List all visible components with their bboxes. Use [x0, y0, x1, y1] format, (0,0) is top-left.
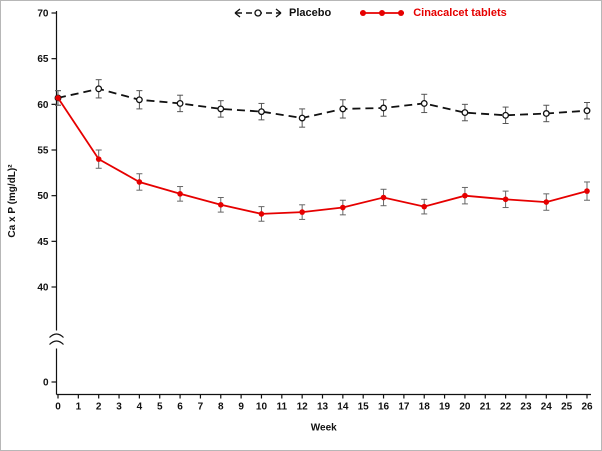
y-tick-label: 55: [37, 146, 49, 157]
cinacalcet-line-sample-icon: [360, 10, 405, 16]
x-tick-label: 1: [76, 402, 82, 413]
legend-label-placebo: Placebo: [289, 7, 332, 19]
open-circle-marker: [176, 99, 184, 107]
placebo-series-line: [57, 87, 588, 119]
y-tick-label: 65: [37, 54, 49, 65]
x-tick-label: 18: [419, 402, 431, 413]
y-tick-label: 40: [37, 283, 49, 294]
filled-circle-marker: [258, 211, 265, 217]
x-tick-label: 14: [337, 402, 349, 413]
x-tick-label: 13: [317, 402, 329, 413]
x-tick-label: 3: [116, 402, 122, 413]
filled-circle-marker: [136, 179, 143, 185]
open-circle-marker: [542, 110, 550, 117]
x-tick-label: 24: [541, 402, 553, 413]
open-circle-marker: [135, 96, 143, 104]
x-axis-title: Week: [311, 423, 337, 434]
x-tick-label: 7: [198, 402, 204, 413]
filled-circle-marker: [340, 204, 346, 211]
x-tick-label: 5: [157, 402, 163, 413]
x-tick-label: 16: [378, 402, 390, 413]
open-circle-marker: [95, 85, 103, 93]
x-tick-label: 2: [96, 402, 102, 413]
y-axis-title: Ca x P (mg/dL)²: [7, 164, 18, 238]
open-circle-marker: [420, 99, 428, 107]
filled-circle-marker: [502, 196, 509, 203]
x-tick-label: 22: [500, 402, 512, 413]
filled-circle-marker: [95, 156, 102, 162]
open-circle-marker: [502, 111, 510, 119]
filled-circle-marker: [177, 191, 183, 197]
filled-circle-marker: [299, 209, 305, 215]
x-tick-label: 12: [297, 402, 309, 413]
x-tick-label: 20: [459, 402, 471, 413]
legend-label-cinacalcet: Cinacalcet tablets: [413, 7, 507, 19]
legend-item-cinacalcet: Cinacalcet tablets: [357, 6, 507, 20]
legend-item-placebo: Placebo: [233, 6, 331, 20]
chart-legend: Placebo Cinacalcet tablets: [233, 6, 507, 20]
x-tick-label: 0: [55, 402, 61, 413]
open-circle-marker: [258, 108, 265, 116]
filled-circle-marker: [421, 203, 428, 210]
open-circle-marker: [217, 105, 225, 113]
x-tick-label: 6: [177, 402, 183, 413]
filled-circle-marker: [217, 202, 224, 208]
y-tick-label: 0: [43, 378, 49, 389]
x-tick-label: 23: [520, 402, 532, 413]
x-tick-label: 9: [238, 402, 244, 413]
cinacalcet-series-line: [57, 97, 588, 215]
placebo-line-sample-icon: [234, 8, 282, 18]
filled-circle-marker: [462, 192, 468, 199]
open-circle-marker: [380, 104, 387, 112]
x-tick-label: 11: [277, 402, 288, 413]
open-circle-marker: [583, 107, 591, 115]
x-tick-label: 19: [439, 402, 451, 413]
x-tick-label: 21: [480, 402, 492, 413]
x-tick-label: 15: [358, 402, 370, 413]
x-tick-label: 8: [218, 402, 224, 413]
filled-circle-marker: [55, 95, 61, 101]
open-circle-marker: [339, 105, 347, 113]
y-tick-label: 50: [37, 191, 49, 202]
x-tick-label: 4: [137, 402, 143, 413]
y-tick-label: 70: [37, 9, 49, 20]
open-circle-marker: [298, 114, 306, 122]
filled-circle-marker: [584, 188, 590, 194]
x-tick-label: 26: [581, 402, 593, 413]
x-tick-label: 10: [256, 402, 268, 413]
filled-circle-marker: [543, 199, 550, 205]
x-tick-label: 17: [398, 402, 410, 413]
open-circle-marker: [461, 109, 469, 117]
x-tick-label: 25: [561, 402, 573, 413]
axis-break-icon: [49, 333, 64, 338]
filled-circle-marker: [380, 194, 387, 201]
y-tick-label: 60: [37, 100, 49, 111]
y-tick-label: 45: [37, 237, 49, 248]
